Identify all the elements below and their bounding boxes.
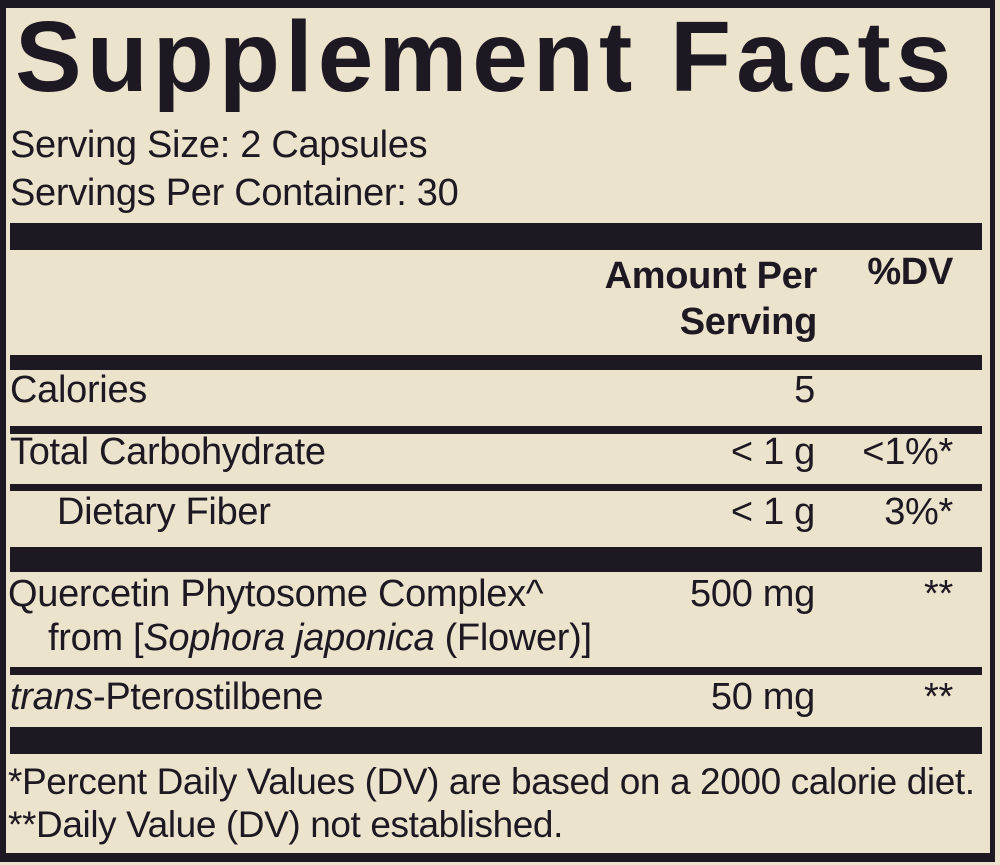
row-dv: ** — [924, 676, 953, 718]
row-amount: < 1 g — [730, 491, 815, 533]
row-amount: 50 mg — [710, 676, 815, 718]
footnote-percent-dv: *Percent Daily Values (DV) are based on … — [8, 761, 975, 802]
servings-per-container: Servings Per Container: 30 — [10, 172, 459, 214]
divider-bar-bottom — [10, 727, 982, 754]
table-row-quercetin: Quercetin Phytosome Complex^ 500 mg ** — [0, 575, 1000, 617]
row-dv: ** — [924, 573, 953, 615]
source-botanical-name: Sophora japonica — [143, 617, 435, 659]
serving-size: Serving Size: 2 Capsules — [10, 124, 428, 166]
divider-bar-top — [10, 223, 982, 250]
row-source: from [Sophora japonica (Flower)] — [48, 619, 592, 657]
footnote-dv-not-established: **Daily Value (DV) not established. — [8, 804, 563, 845]
row-dv: 3%* — [884, 491, 953, 533]
row-rule-2 — [10, 484, 982, 491]
table-row-total-carbohydrate: Total Carbohydrate < 1 g <1%* — [0, 433, 1000, 475]
row-amount: 500 mg — [690, 573, 815, 615]
dv-header: %DV — [867, 251, 953, 293]
row-name: Total Carbohydrate — [10, 431, 326, 473]
table-row-calories: Calories 5 — [0, 371, 1000, 413]
row-amount: 5 — [794, 369, 815, 411]
row-name-rest: -Pterostilbene — [92, 676, 324, 718]
table-row-dietary-fiber: Dietary Fiber < 1 g 3%* — [0, 493, 1000, 535]
amount-header-line2: Serving — [679, 301, 818, 343]
row-amount: < 1 g — [730, 431, 815, 473]
row-name: trans-Pterostilbene — [10, 676, 324, 718]
table-row-quercetin-source: from [Sophora japonica (Flower)] — [0, 619, 1000, 661]
amount-per-serving-header: Amount Per Serving — [0, 253, 818, 345]
table-row-pterostilbene: trans-Pterostilbene 50 mg ** — [0, 678, 1000, 720]
source-suffix: (Flower)] — [434, 617, 593, 659]
row-name-italic: trans — [10, 676, 93, 718]
source-prefix: from [ — [48, 617, 144, 659]
row-name: Dietary Fiber — [57, 491, 271, 533]
divider-bar-header — [10, 355, 982, 370]
row-dv: <1%* — [862, 431, 953, 473]
row-rule-3 — [10, 667, 982, 675]
row-name: Quercetin Phytosome Complex^ — [8, 573, 544, 615]
label-title: Supplement Facts — [15, 1, 957, 113]
divider-bar-middle — [10, 547, 982, 572]
serving-info: Serving Size: 2 Capsules Servings Per Co… — [10, 121, 459, 217]
row-rule-1 — [10, 426, 982, 434]
amount-header-line1: Amount Per — [604, 255, 818, 297]
row-name: Calories — [10, 369, 147, 411]
